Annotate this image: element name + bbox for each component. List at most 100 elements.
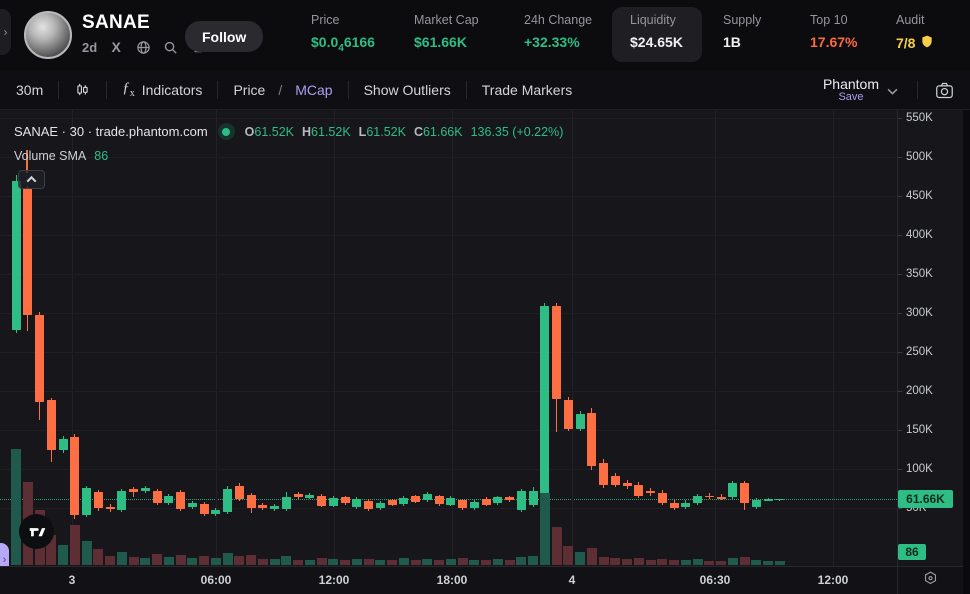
- candle-body: [328, 497, 338, 506]
- volume-bar: [234, 556, 245, 565]
- volume-bar: [692, 559, 703, 565]
- toolbar-right: Phantom Save: [823, 70, 962, 110]
- stat-audit: Audit 7/8: [896, 13, 934, 52]
- volume-bar: [351, 559, 362, 565]
- vertical-gridline: [572, 110, 573, 566]
- candle-body: [187, 503, 197, 508]
- price-axis[interactable]: 550K 500K 450K 400K 350K 300K 250K 200K 150K 100K…: [897, 110, 963, 566]
- time-tick-label: 06:30: [699, 573, 731, 587]
- horizontal-gridline: [0, 391, 897, 392]
- chart-toolbar: 30m ƒx Indicators Price / MCap Show Outl…: [0, 70, 970, 110]
- stat-value: +32.33%: [524, 34, 580, 50]
- stat-supply: Supply 1B: [723, 13, 761, 50]
- candle-body: [35, 315, 44, 402]
- candle-body: [281, 497, 291, 509]
- stat-value: 7/8: [896, 34, 934, 52]
- provider-dropdown[interactable]: Phantom Save: [822, 75, 879, 103]
- volume-bar: [398, 558, 409, 565]
- price-tick-mark: [898, 430, 902, 431]
- hexagon-settings-icon[interactable]: [922, 570, 939, 592]
- save-label[interactable]: Save: [838, 90, 864, 103]
- symbol-title[interactable]: SANAE · 30 · trade.phantom.com: [14, 124, 208, 139]
- stat-value: 17.67%: [810, 34, 858, 50]
- left-panel-expand-handle[interactable]: ›: [0, 9, 11, 55]
- liquidity-highlight: [612, 7, 702, 62]
- volume-bar: [622, 559, 632, 565]
- follow-button[interactable]: Follow: [185, 21, 264, 52]
- price-mcap-toggle[interactable]: Price / MCap: [227, 78, 338, 102]
- volume-bar: [140, 558, 151, 565]
- trade-markers-button[interactable]: Trade Markers: [476, 78, 579, 102]
- volume-bar: [363, 559, 374, 565]
- candle-body: [634, 484, 644, 497]
- fx-icon: ƒx: [122, 80, 135, 99]
- chevron-up-icon: [26, 175, 37, 186]
- volume-bar: [152, 554, 162, 565]
- price-tick-mark: [898, 118, 902, 119]
- pane-expand-chevron-button[interactable]: [18, 170, 45, 189]
- volume-bar: [739, 557, 750, 565]
- volume-bar: [387, 560, 397, 565]
- volume-bar: [93, 549, 104, 565]
- volume-bar: [293, 560, 303, 565]
- stat-label: Audit: [896, 13, 925, 27]
- drawing-tools-handle[interactable]: ›: [0, 543, 9, 566]
- ohlc-values: O61.52K H61.52K L61.52K C61.66K 136.35 (…: [244, 124, 564, 139]
- candles-icon[interactable]: [68, 77, 97, 102]
- candle-body: [258, 504, 268, 508]
- volume-bar: [257, 559, 268, 565]
- vertical-gridline: [833, 110, 834, 566]
- volume-bar: [175, 555, 186, 565]
- price-tick-label: 350K: [906, 268, 933, 280]
- token-avatar[interactable]: [24, 11, 72, 59]
- stat-24h-change: 24h Change +32.33%: [524, 13, 592, 50]
- volume-bar: [586, 548, 597, 565]
- price-tick-label: 150K: [906, 424, 933, 436]
- volume-bar: [504, 560, 515, 565]
- vertical-gridline: [715, 110, 716, 566]
- candle-body: [305, 494, 315, 498]
- price-tick-label: 550K: [906, 112, 933, 124]
- stat-top10: Top 10 17.67%: [810, 13, 857, 50]
- stat-price: Price $0.046166: [311, 13, 375, 54]
- price-tick-mark: [898, 196, 902, 197]
- chevron-right-icon: ›: [3, 25, 8, 39]
- price-mode: Price: [233, 81, 266, 98]
- candle-body: [481, 498, 491, 505]
- candle-body: [716, 497, 726, 499]
- tradingview-logo[interactable]: [19, 514, 54, 549]
- volume-bar: [763, 561, 773, 565]
- chart-plot-canvas[interactable]: SANAE · 30 · trade.phantom.com O61.52K H…: [0, 110, 897, 566]
- separator: [106, 80, 108, 99]
- candle-body: [293, 493, 303, 498]
- time-axis[interactable]: 3 06:00 12:00 18:00 4 06:30 12:00: [0, 566, 963, 594]
- candle-body: [23, 188, 33, 316]
- horizontal-gridline: [0, 196, 897, 197]
- volume-bar: [422, 559, 433, 565]
- shield-icon: [920, 34, 934, 52]
- candle-body: [493, 497, 503, 504]
- indicators-button[interactable]: ƒx Indicators: [116, 76, 208, 103]
- volume-bar: [210, 558, 221, 565]
- stat-liquidity: Liquidity $24.65K: [630, 13, 683, 50]
- candle-body: [11, 181, 21, 331]
- volume-bar: [598, 557, 609, 565]
- candle-body: [117, 490, 127, 511]
- globe-icon[interactable]: [135, 39, 151, 55]
- camera-icon[interactable]: [927, 78, 962, 103]
- volume-bar: [246, 555, 256, 565]
- x-icon[interactable]: X: [111, 39, 121, 55]
- chevron-down-icon[interactable]: [887, 82, 898, 98]
- volume-bar: [445, 559, 456, 565]
- volume-legend: Volume SMA 86: [14, 149, 109, 163]
- interval-button[interactable]: 30m: [10, 78, 49, 102]
- show-outliers-button[interactable]: Show Outliers: [358, 78, 457, 102]
- search-icon[interactable]: [162, 39, 178, 55]
- volume-bar: [610, 558, 621, 565]
- price-tick-label: 200K: [906, 385, 933, 397]
- candle-body: [105, 507, 115, 509]
- separator: [917, 81, 918, 99]
- candle-body: [775, 498, 785, 501]
- candle-body: [728, 483, 738, 498]
- candle-body: [70, 437, 80, 516]
